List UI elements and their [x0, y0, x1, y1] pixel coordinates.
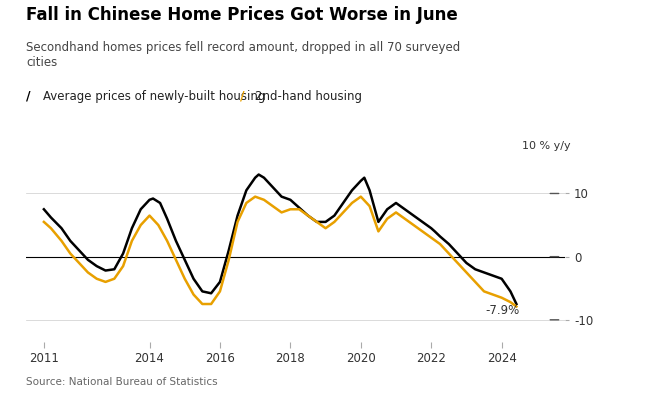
Text: Fall in Chinese Home Prices Got Worse in June: Fall in Chinese Home Prices Got Worse in…	[26, 6, 458, 24]
Text: Average prices of newly-built housing: Average prices of newly-built housing	[43, 90, 265, 103]
Text: /: /	[26, 90, 31, 103]
Text: Secondhand homes prices fell record amount, dropped in all 70 surveyed
cities: Secondhand homes prices fell record amou…	[26, 41, 461, 69]
Text: 2nd-hand housing: 2nd-hand housing	[255, 90, 362, 103]
Text: Source: National Bureau of Statistics: Source: National Bureau of Statistics	[26, 377, 218, 387]
Text: 10 % y/y: 10 % y/y	[522, 141, 570, 151]
Text: -7.9%: -7.9%	[486, 305, 520, 318]
Text: /: /	[240, 90, 244, 103]
